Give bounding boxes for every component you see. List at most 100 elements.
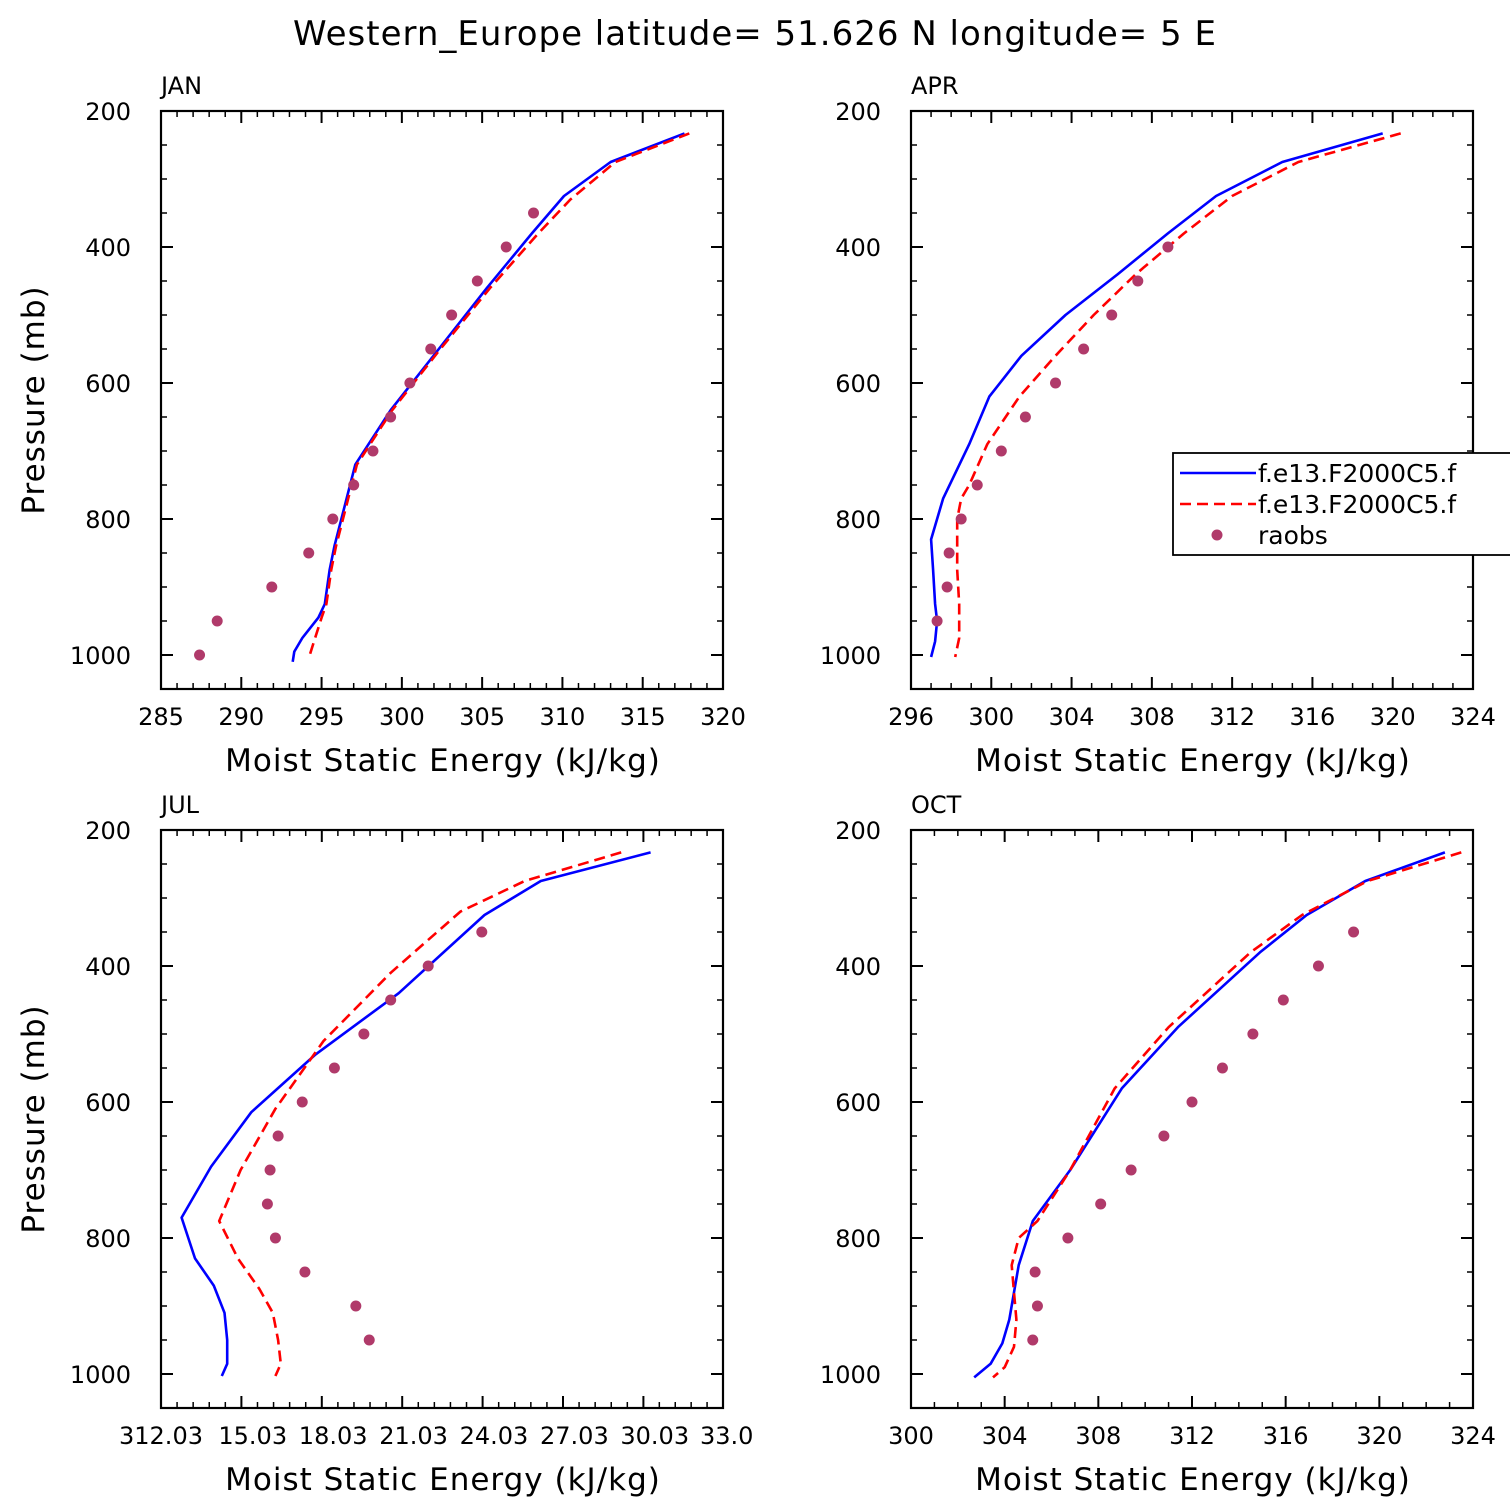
raobs-point — [299, 1266, 311, 1278]
x-tick-label: 21.03 — [379, 1422, 448, 1450]
x-tick-label: 18.03 — [299, 1422, 368, 1450]
raobs-point — [528, 207, 540, 219]
x-tick-label: 290 — [218, 703, 264, 731]
y-tick-label: 200 — [835, 817, 881, 845]
x-tick-label: 15.03 — [218, 1422, 287, 1450]
y-axis-title: Pressure (mb) — [16, 285, 52, 514]
raobs-point — [931, 615, 943, 627]
raobs-point — [1029, 1266, 1041, 1278]
model-2-line — [953, 132, 1402, 658]
x-tick-label: 285 — [138, 703, 184, 731]
y-tick-label: 600 — [835, 1089, 881, 1117]
x-tick-label: 320 — [1356, 1422, 1402, 1450]
x-tick-label: 300 — [968, 703, 1014, 731]
plot-frame — [909, 109, 1475, 691]
panel-label: JAN — [159, 72, 202, 100]
raobs-point — [1027, 1334, 1039, 1346]
raobs-point — [261, 1198, 273, 1210]
x-tick-label: 324 — [1450, 1422, 1496, 1450]
legend-label: f.e13.F2000C5.f — [1258, 459, 1457, 488]
x-tick-label: 27.03 — [540, 1422, 609, 1450]
panel-label: APR — [911, 72, 959, 100]
x-tick-label: 312 — [1209, 703, 1255, 731]
y-tick-label: 400 — [85, 953, 131, 981]
raobs-point — [1031, 1300, 1043, 1312]
raobs-point — [471, 275, 483, 287]
raobs-point — [264, 1164, 276, 1176]
raobs-point — [350, 1300, 362, 1312]
legend-label: raobs — [1258, 521, 1328, 550]
raobs-point — [422, 960, 434, 972]
x-tick-label: 304 — [1049, 703, 1095, 731]
raobs-point — [1158, 1130, 1170, 1142]
y-tick-label: 1000 — [70, 1361, 131, 1389]
raobs-point — [266, 581, 278, 593]
raobs-point — [363, 1334, 375, 1346]
y-tick-label: 200 — [85, 98, 131, 126]
y-tick-label: 1000 — [70, 642, 131, 670]
x-tick-label: 33.0 — [700, 1422, 753, 1450]
raobs-point — [971, 479, 983, 491]
x-tick-label: 296 — [888, 703, 934, 731]
x-tick-label: 308 — [1129, 703, 1175, 731]
plot-frame — [159, 109, 725, 691]
y-tick-label: 800 — [85, 1225, 131, 1253]
raobs-point — [1216, 1062, 1228, 1074]
y-tick-label: 1000 — [820, 642, 881, 670]
x-tick-label: 300 — [379, 703, 425, 731]
raobs-point — [955, 513, 967, 525]
raobs-point — [385, 411, 397, 423]
x-tick-label: 312 — [1169, 1422, 1215, 1450]
x-axis-title: Moist Static Energy (kJ/kg) — [225, 743, 661, 779]
x-tick-label: 295 — [299, 703, 345, 731]
raobs-point — [941, 581, 953, 593]
y-tick-label: 200 — [835, 98, 881, 126]
model-2-line — [217, 851, 622, 1377]
model-1-line — [291, 132, 685, 663]
raobs-point — [943, 547, 955, 559]
raobs-point — [358, 1028, 370, 1040]
legend-box — [1172, 452, 1510, 556]
model-1-line — [180, 851, 651, 1377]
legend-label: f.e13.F2000C5.f — [1258, 490, 1457, 519]
model-2-line — [307, 132, 690, 659]
x-axis-title: Moist Static Energy (kJ/kg) — [975, 1462, 1411, 1498]
x-tick-label: 320 — [700, 703, 746, 731]
x-tick-label: 315 — [620, 703, 666, 731]
plot-frame — [159, 828, 725, 1410]
x-tick-label: 304 — [982, 1422, 1028, 1450]
raobs-point — [296, 1096, 308, 1108]
panel-oct: OCT 200 400 600 800 1000 300 304 308 312 316 320 324… — [820, 791, 1496, 1498]
x-tick-label: 308 — [1075, 1422, 1121, 1450]
y-tick-label: 600 — [85, 1089, 131, 1117]
y-tick-label: 800 — [835, 1225, 881, 1253]
x-tick-label: 305 — [459, 703, 505, 731]
raobs-point — [385, 994, 397, 1006]
raobs-point — [500, 241, 512, 253]
y-axis-title: Pressure (mb) — [16, 1004, 52, 1233]
y-tick-label: 400 — [835, 953, 881, 981]
x-tick-label: 30.03 — [620, 1422, 689, 1450]
legend-marker — [1211, 529, 1223, 541]
y-tick-label: 600 — [85, 370, 131, 398]
panel-label: JUL — [159, 791, 200, 819]
raobs-point — [348, 479, 360, 491]
raobs-point — [476, 926, 488, 938]
panel-label: OCT — [911, 791, 962, 819]
raobs-point — [194, 649, 206, 661]
panel-apr: APR 200 400 600 800 1000 296 300 304 308 312 316 320… — [820, 72, 1496, 779]
raobs-point — [1277, 994, 1289, 1006]
x-tick-label: 316 — [1290, 703, 1336, 731]
x-tick-label: 312.03 — [119, 1422, 203, 1450]
x-tick-label: 310 — [540, 703, 586, 731]
raobs-point — [327, 513, 339, 525]
raobs-point — [1106, 309, 1118, 321]
raobs-point — [1312, 960, 1324, 972]
x-tick-label: 316 — [1263, 1422, 1309, 1450]
x-tick-label: 24.03 — [460, 1422, 529, 1450]
raobs-point — [269, 1232, 281, 1244]
figure-title: Western_Europe latitude= 51.626 N longit… — [293, 14, 1217, 54]
raobs-point — [328, 1062, 340, 1074]
raobs-point — [1247, 1028, 1259, 1040]
raobs-point — [367, 445, 379, 457]
